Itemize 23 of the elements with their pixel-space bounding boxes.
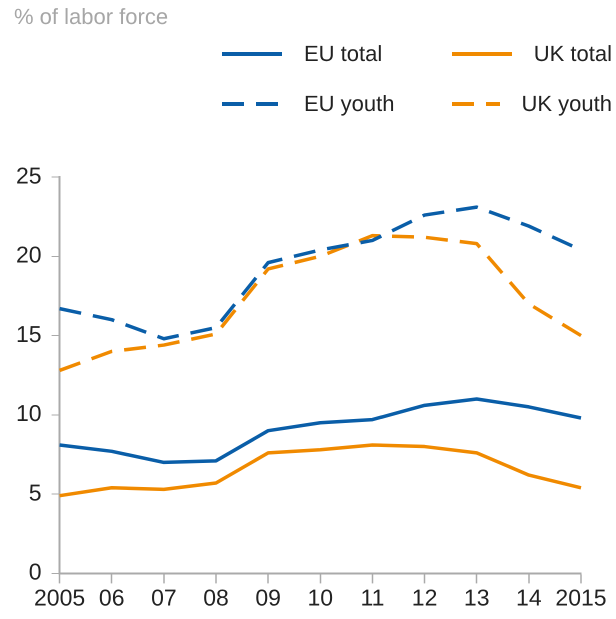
x-tick-label: 2005 (34, 584, 86, 611)
legend-label: EU total (304, 41, 382, 67)
x-tick-label: 12 (412, 584, 438, 611)
y-tick-label: 10 (16, 400, 42, 426)
y-tick-label: 5 (28, 479, 42, 506)
x-tick-label: 11 (360, 584, 384, 611)
chart-subtitle: % of labor force (14, 4, 168, 30)
y-tick-label: 15 (16, 320, 42, 347)
x-tick-label: 13 (464, 584, 490, 611)
y-tick-label: 25 (16, 162, 42, 188)
line-series (58, 234, 583, 372)
x-tick-label: 07 (151, 584, 177, 611)
y-tick-label: 20 (16, 242, 42, 268)
x-tick-label: 09 (255, 584, 281, 611)
legend-label: UK total (534, 41, 612, 67)
legend-label: EU youth (304, 91, 394, 117)
legend-label: UK youth (522, 91, 612, 117)
x-tick-label: 14 (516, 584, 542, 611)
x-tick-label: 10 (307, 584, 334, 611)
y-tick-label: 0 (28, 558, 42, 585)
x-tick-label: 08 (203, 584, 229, 611)
x-tick-label: 06 (98, 584, 125, 611)
x-tick-label: 2015 (555, 584, 607, 611)
